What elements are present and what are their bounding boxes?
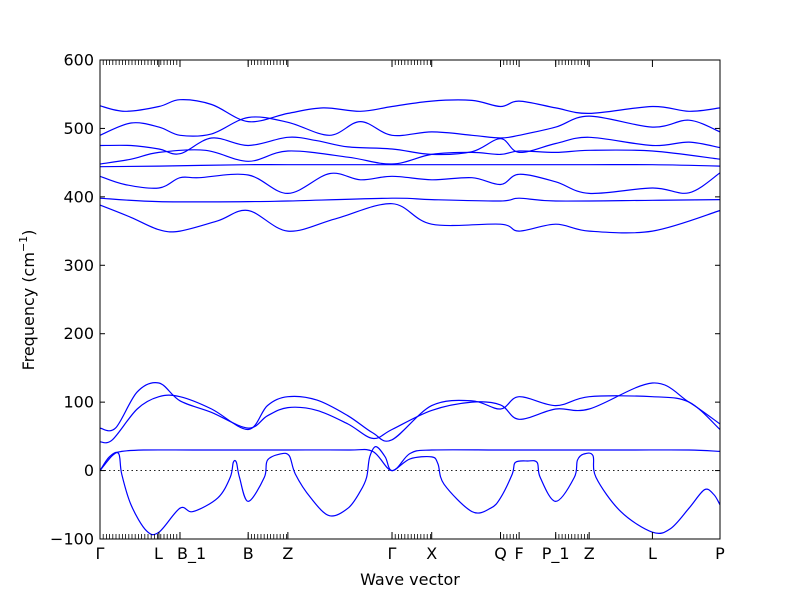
y-tick-label: 400 (63, 187, 94, 206)
plot-background (100, 60, 720, 539)
band-line-2 (99, 446, 721, 536)
x-tick-label: Γ (96, 544, 105, 563)
x-tick-label: Z (282, 544, 293, 563)
x-tick-label: B (243, 544, 254, 563)
band-line-4 (99, 382, 721, 440)
plot-frame (99, 59, 721, 540)
y-tick-label: 300 (63, 256, 94, 275)
series-layer (99, 99, 721, 536)
y-tick-label: −100 (50, 530, 94, 549)
x-tick-label: L (154, 544, 163, 563)
x-tick-label: Γ (388, 544, 397, 563)
x-tick-label: X (426, 544, 437, 563)
band-line-8 (99, 164, 721, 168)
x-tick-label: F (515, 544, 524, 563)
band-line-11 (99, 115, 721, 139)
y-tick-label: 100 (63, 393, 94, 412)
y-axis-title-close: ) (19, 230, 38, 236)
y-axis-title: Frequency (cm−1) (17, 230, 38, 371)
band-line-10 (99, 136, 721, 156)
x-tick-label: B_1 (177, 544, 206, 564)
band-line-9 (99, 149, 721, 165)
y-axis-title-unit-exponent: −1 (17, 236, 30, 252)
band-line-3 (99, 394, 721, 444)
x-tick-label: P_1 (542, 544, 570, 564)
y-tick-label: 500 (63, 119, 94, 138)
x-tick-label: P (715, 544, 725, 563)
y-tick-label: 0 (84, 461, 94, 480)
x-tick-label: Z (584, 544, 595, 563)
y-tick-label: 600 (63, 51, 94, 70)
y-axis-ticks: −100 0 100 200 300 400 500 600 (50, 51, 720, 549)
band-line-6 (99, 197, 721, 203)
band-line-7 (99, 172, 721, 195)
x-tick-label: L (648, 544, 657, 563)
band-line-1 (99, 448, 721, 472)
y-axis-title-main: Frequency (cm (19, 252, 38, 370)
band-line-12 (99, 99, 721, 123)
x-axis-title: Wave vector (360, 570, 460, 589)
x-tick-label: Q (494, 544, 507, 563)
band-line-5 (99, 203, 721, 234)
x-axis-ticks: Γ L B_1 B Z Γ X Q F P_1 Z L P (96, 60, 725, 564)
y-tick-label: 200 (63, 324, 94, 343)
